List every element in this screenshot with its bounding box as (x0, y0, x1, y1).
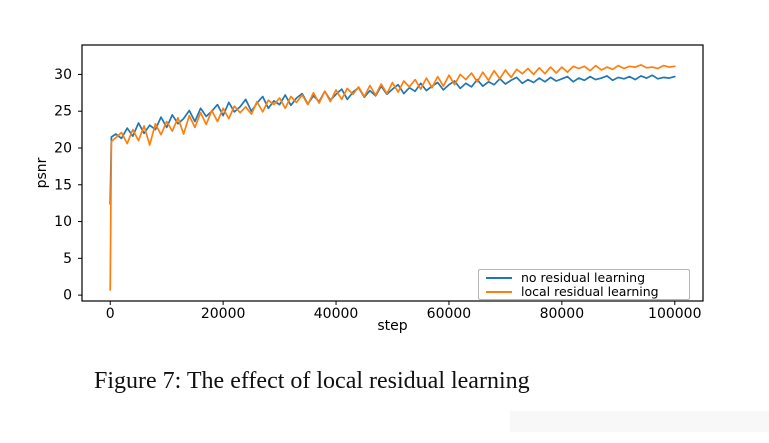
svg-text:0: 0 (106, 306, 115, 322)
svg-text:20: 20 (54, 140, 72, 156)
bottom-right-panel (510, 411, 769, 432)
svg-text:60000: 60000 (427, 306, 472, 322)
svg-text:step: step (377, 318, 407, 334)
legend-line-orange-icon (486, 290, 512, 293)
svg-text:25: 25 (54, 104, 72, 120)
svg-text:40000: 40000 (314, 306, 359, 322)
chart-legend: no residual learning local residual lear… (478, 269, 690, 300)
svg-text:30: 30 (54, 67, 72, 83)
legend-label-local-residual: local residual learning (521, 284, 659, 299)
legend-line-blue-icon (486, 276, 512, 279)
svg-text:10: 10 (54, 214, 72, 230)
svg-text:100000: 100000 (648, 306, 701, 322)
svg-text:15: 15 (54, 177, 72, 193)
svg-text:80000: 80000 (540, 306, 585, 322)
psnr-line-chart: 0 20000 40000 60000 80000 100000 0 5 10 15 20 25 30 s… (34, 44, 704, 334)
legend-item-local-residual: local residual learning (486, 284, 682, 299)
figure-caption: Figure 7: The effect of local residual l… (94, 368, 530, 394)
svg-text:20000: 20000 (201, 306, 246, 322)
svg-text:5: 5 (63, 251, 72, 267)
legend-item-no-residual: no residual learning (486, 270, 682, 285)
legend-label-no-residual: no residual learning (521, 270, 646, 285)
svg-text:0: 0 (63, 288, 72, 304)
svg-text:psnr: psnr (34, 157, 50, 188)
